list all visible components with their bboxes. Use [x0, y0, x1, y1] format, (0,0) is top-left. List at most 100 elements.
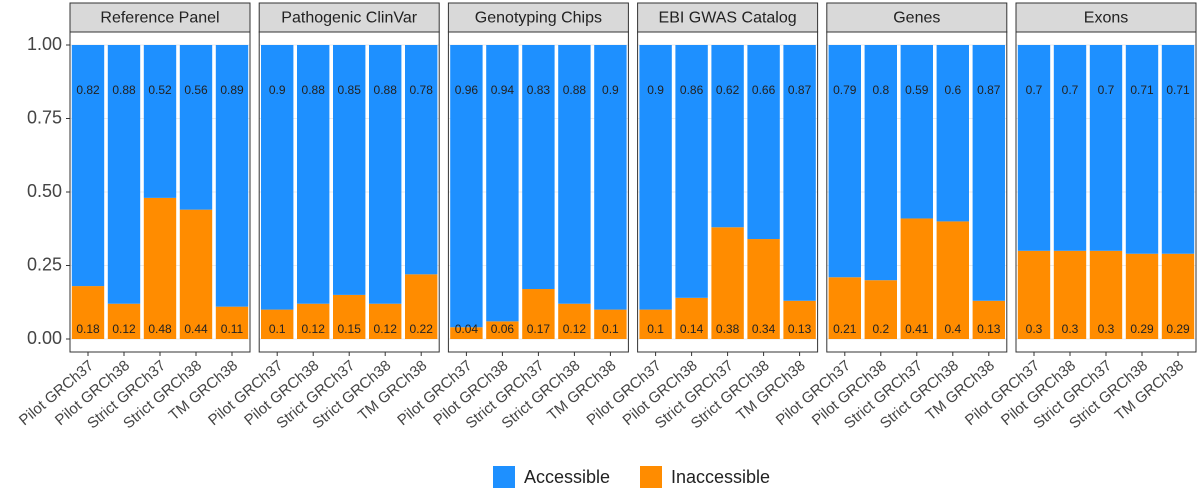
bar-segment	[639, 45, 672, 310]
data-label: 0.21	[833, 322, 857, 336]
data-label: 0.12	[302, 322, 326, 336]
data-label: 0.13	[977, 322, 1001, 336]
strip	[637, 2, 819, 33]
data-label: 0.04	[455, 322, 479, 336]
data-label: 0.52	[148, 83, 172, 97]
data-label: 0.1	[602, 322, 619, 336]
bar-segment	[1125, 45, 1159, 254]
legend-swatch	[640, 466, 662, 488]
data-label: 0.44	[184, 322, 208, 336]
data-label: 0.6	[944, 83, 961, 97]
data-label: 0.38	[716, 322, 740, 336]
strip	[1015, 2, 1197, 33]
bar-segment	[594, 309, 627, 339]
data-label: 0.89	[220, 83, 244, 97]
data-label: 0.8	[872, 83, 889, 97]
data-label: 0.15	[338, 322, 362, 336]
data-label: 0.14	[680, 322, 704, 336]
facet-title: Genes	[893, 10, 940, 27]
data-label: 0.66	[752, 83, 776, 97]
panel-border	[637, 31, 819, 353]
legend-label: Accessible	[524, 467, 610, 487]
data-label: 0.9	[647, 83, 664, 97]
bar-segment	[675, 297, 708, 339]
panel-border	[826, 31, 1008, 353]
bar-segment	[215, 306, 249, 339]
bar-segment	[261, 309, 294, 339]
bar-segment	[486, 321, 519, 339]
y-tick-label: 0.00	[27, 328, 62, 348]
data-label: 0.7	[1026, 83, 1043, 97]
facet-title: Reference Panel	[100, 10, 219, 27]
data-label: 0.12	[374, 322, 398, 336]
data-label: 0.34	[752, 322, 776, 336]
bar-segment	[828, 277, 861, 339]
bar-segment	[71, 45, 105, 287]
bar-segment	[107, 45, 141, 304]
data-label: 0.62	[716, 83, 740, 97]
bar-segment	[783, 300, 816, 339]
bar-segment	[297, 45, 330, 304]
data-label: 0.29	[1166, 322, 1190, 336]
data-label: 0.78	[410, 83, 434, 97]
data-label: 0.17	[527, 322, 551, 336]
bar-segment	[215, 45, 249, 307]
data-label: 0.3	[1098, 322, 1115, 336]
legend-label: Inaccessible	[671, 467, 770, 487]
bar-segment	[783, 45, 816, 301]
facet-title: Exons	[1084, 10, 1128, 27]
bar-segment	[1017, 45, 1051, 251]
bar-segment	[450, 45, 483, 328]
data-label: 0.7	[1062, 83, 1079, 97]
strip	[258, 2, 440, 33]
bar-segment	[972, 45, 1005, 301]
data-label: 0.88	[112, 83, 136, 97]
bar-segment	[711, 45, 744, 228]
data-label: 0.06	[491, 322, 515, 336]
bar-segment	[1053, 45, 1087, 251]
facet-title: Pathogenic ClinVar	[281, 10, 417, 27]
bar-segment	[71, 286, 105, 339]
data-label: 0.4	[944, 322, 961, 336]
panel-border	[447, 31, 629, 353]
bar-segment	[333, 45, 366, 295]
y-tick-label: 0.25	[27, 254, 62, 274]
data-label: 0.87	[977, 83, 1001, 97]
bar-segment	[900, 45, 933, 219]
data-label: 0.3	[1026, 322, 1043, 336]
data-label: 0.86	[680, 83, 704, 97]
facet-title: Genotyping Chips	[475, 10, 602, 27]
bar-segment	[936, 45, 969, 222]
data-label: 0.12	[563, 322, 587, 336]
data-label: 0.12	[112, 322, 136, 336]
data-label: 0.88	[563, 83, 587, 97]
data-label: 0.87	[788, 83, 812, 97]
data-label: 0.88	[374, 83, 398, 97]
bar-segment	[972, 300, 1005, 339]
bar-segment	[297, 303, 330, 339]
bar-segment	[864, 45, 897, 281]
legend-swatch	[493, 466, 515, 488]
bar-segment	[558, 45, 591, 304]
bar-segment	[369, 303, 402, 339]
data-label: 0.88	[302, 83, 326, 97]
strip	[826, 2, 1008, 33]
data-label: 0.96	[455, 83, 479, 97]
y-tick-label: 1.00	[27, 34, 62, 54]
bar-segment	[711, 227, 744, 339]
bar-segment	[1089, 45, 1123, 251]
data-label: 0.59	[905, 83, 929, 97]
data-label: 0.56	[184, 83, 208, 97]
bar-segment	[369, 45, 402, 304]
panel-border	[1015, 31, 1197, 353]
data-label: 0.83	[527, 83, 551, 97]
data-label: 0.7	[1098, 83, 1115, 97]
bar-segment	[594, 45, 627, 310]
bar-segment	[747, 45, 780, 240]
facet-title: EBI GWAS Catalog	[659, 10, 797, 27]
bar-segment	[333, 294, 366, 339]
bar-segment	[107, 303, 141, 339]
bar-segment	[1125, 253, 1159, 339]
data-label: 0.3	[1062, 322, 1079, 336]
data-label: 0.48	[148, 322, 172, 336]
